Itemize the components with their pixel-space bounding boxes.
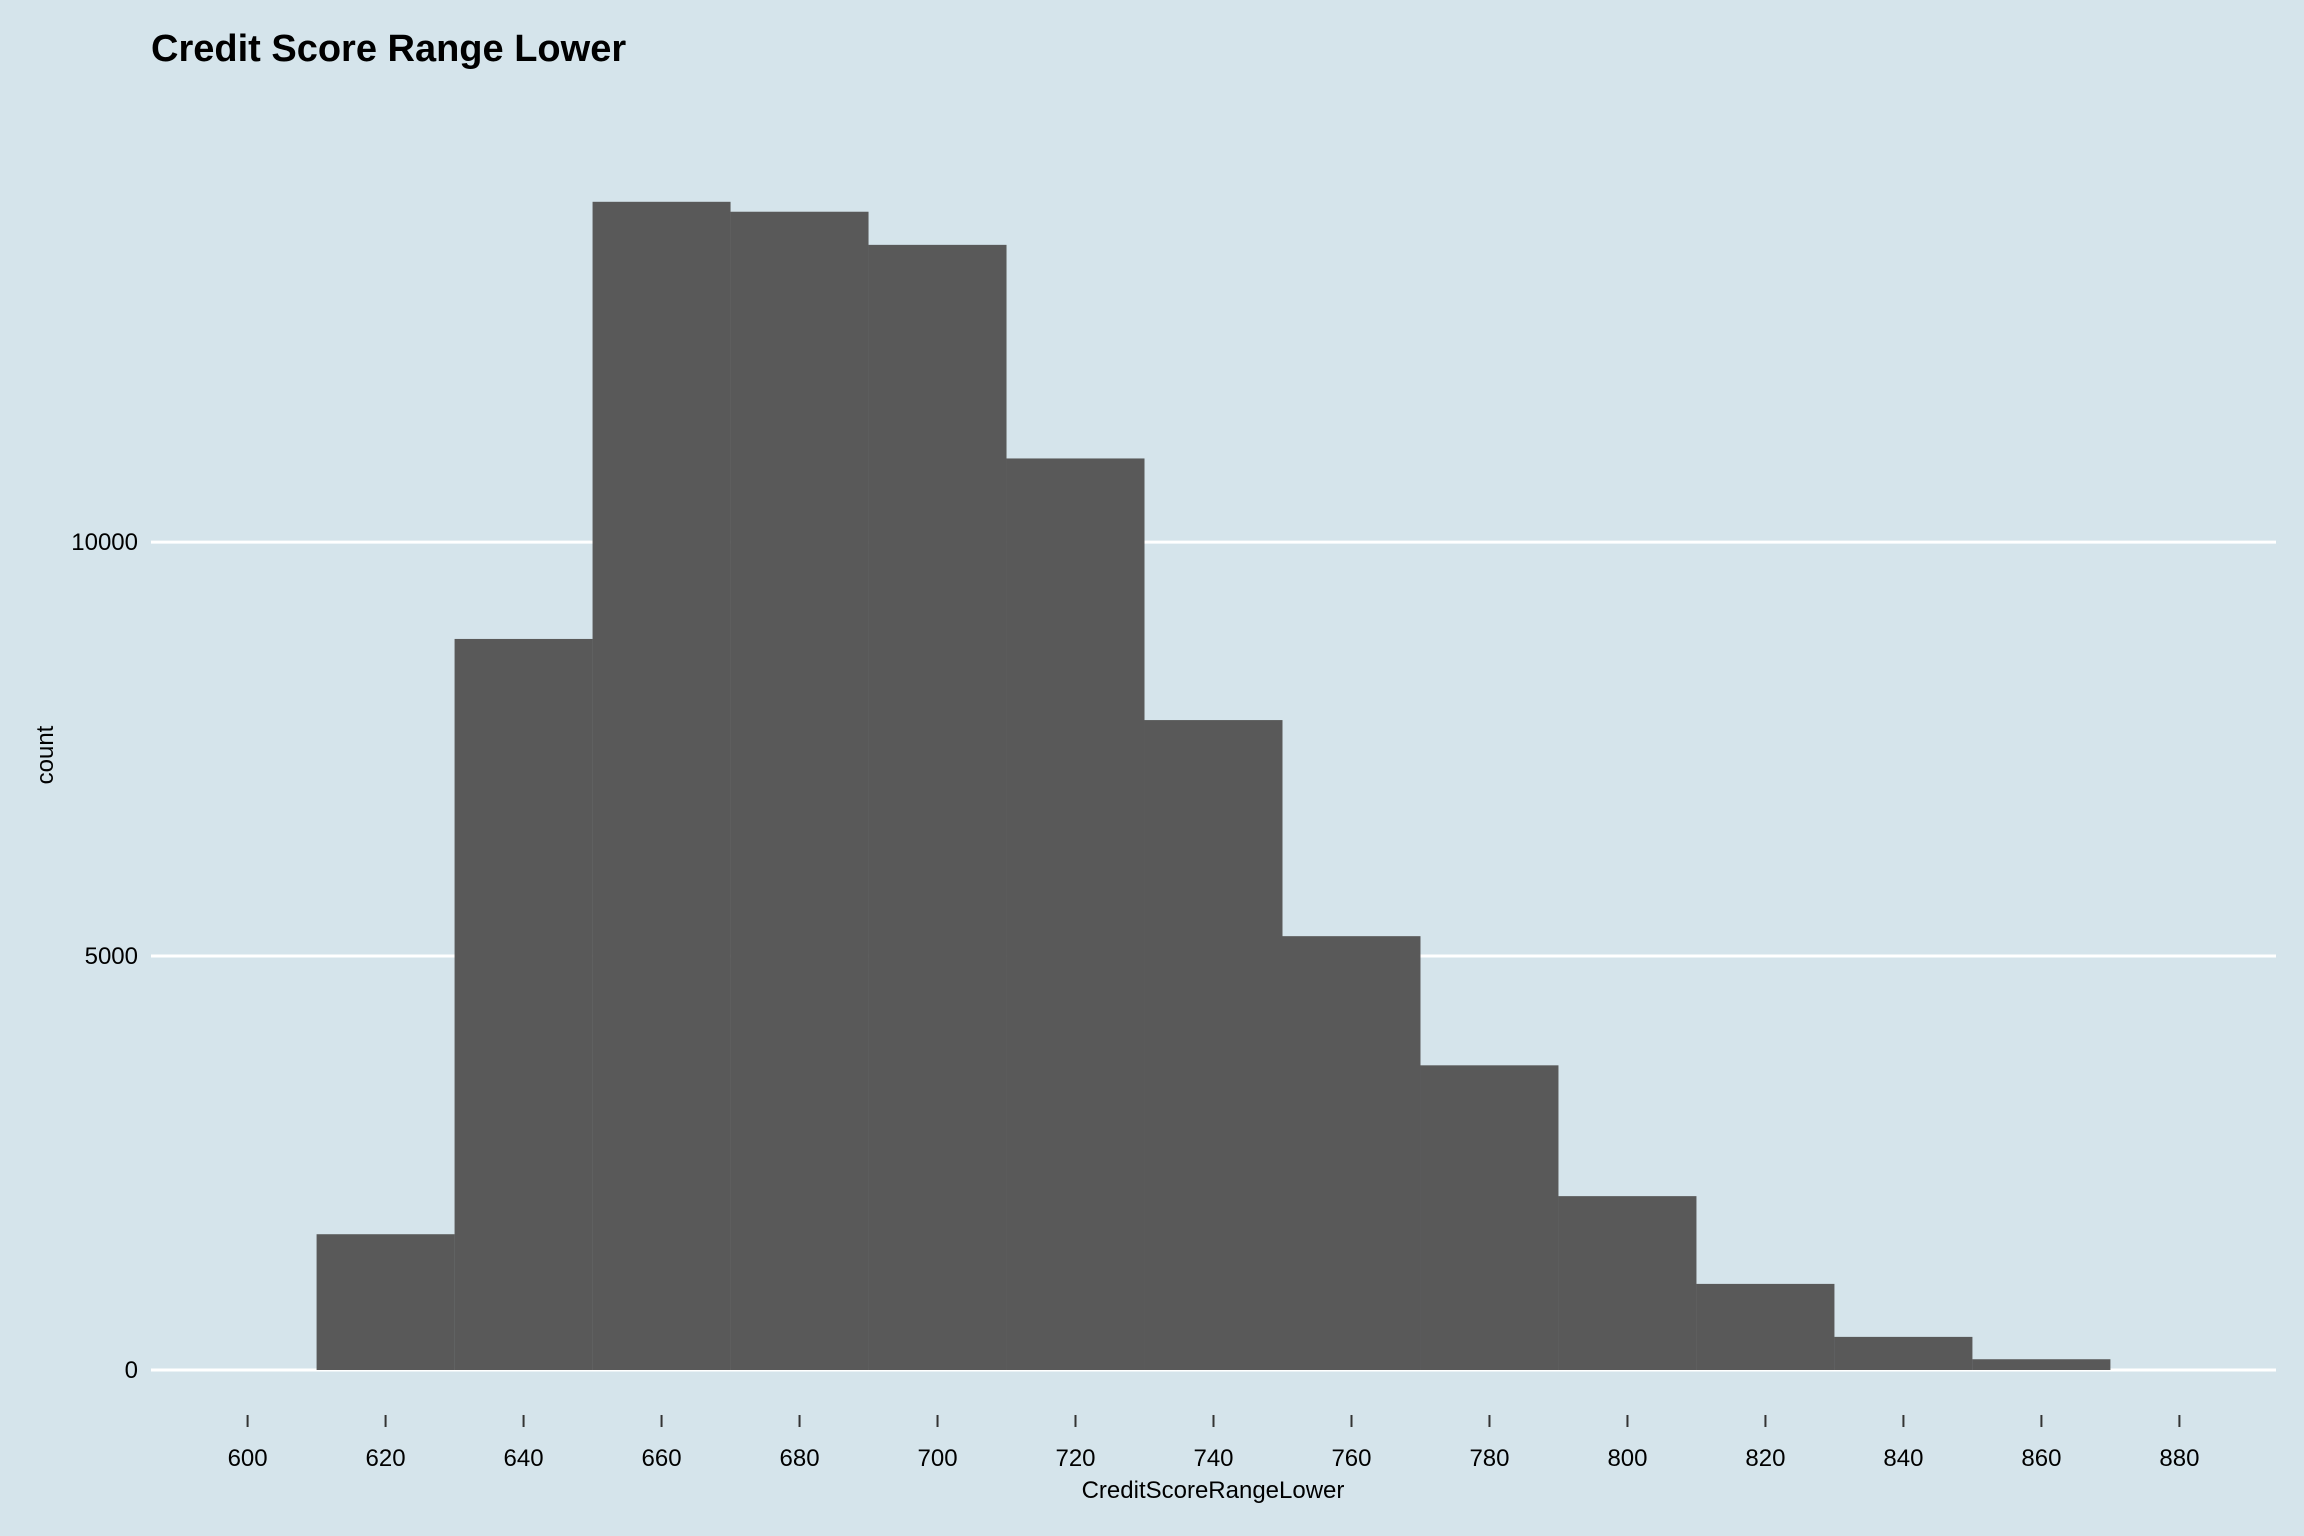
histogram-bar-730-750	[1144, 720, 1283, 1370]
x-tick-label-820: 820	[1745, 1445, 1785, 1472]
histogram-bar-630-650	[454, 638, 593, 1370]
y-tick-label-10000: 10000	[71, 529, 138, 556]
x-tick-label-640: 640	[504, 1445, 544, 1472]
histogram-bar-850-870	[1972, 1359, 2111, 1370]
y-tick-label-5000: 5000	[85, 943, 138, 970]
x-tick-label-600: 600	[228, 1445, 268, 1472]
x-axis-ticks: 600 620 640 660 680 700 720 740 760 780 800 820 840 8…	[228, 1415, 2199, 1472]
histogram-bar-770-790	[1420, 1065, 1559, 1370]
histogram-bar-690-710	[868, 244, 1007, 1371]
x-tick-label-740: 740	[1193, 1445, 1233, 1472]
x-tick-label-720: 720	[1055, 1445, 1095, 1472]
x-tick-label-880: 880	[2159, 1445, 2199, 1472]
histogram-bar-750-770	[1282, 936, 1421, 1370]
y-tick-label-0: 0	[125, 1357, 138, 1384]
x-tick-label-760: 760	[1331, 1445, 1371, 1472]
histogram-bar-650-670	[592, 201, 731, 1370]
x-tick-label-620: 620	[366, 1445, 406, 1472]
histogram-bar-810-830	[1696, 1283, 1835, 1370]
x-tick-label-700: 700	[918, 1445, 958, 1472]
histogram-bar-830-850	[1834, 1336, 1973, 1370]
x-tick-label-800: 800	[1607, 1445, 1647, 1472]
histogram-bar-610-630	[316, 1234, 455, 1370]
chart-title: Credit Score Range Lower	[151, 28, 626, 70]
x-tick-label-860: 860	[2021, 1445, 2061, 1472]
histogram-bar-790-810	[1558, 1196, 1697, 1370]
histogram-bar-670-690	[730, 211, 869, 1370]
y-axis-title: count	[32, 725, 59, 784]
x-tick-label-680: 680	[780, 1445, 820, 1472]
x-tick-label-840: 840	[1883, 1445, 1923, 1472]
histogram-bar-710-730	[1006, 458, 1145, 1371]
x-tick-label-660: 660	[642, 1445, 682, 1472]
bars	[316, 201, 2111, 1371]
y-axis-ticks: 0 5000 10000	[71, 529, 138, 1384]
x-axis-title: CreditScoreRangeLower	[1082, 1477, 1345, 1504]
x-tick-label-780: 780	[1469, 1445, 1509, 1472]
